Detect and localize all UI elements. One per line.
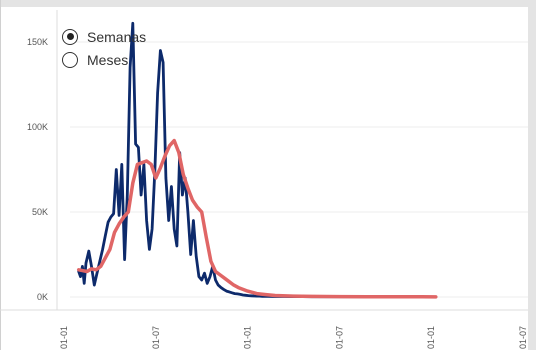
radio-semanas-label: Semanas [87,28,147,45]
series-layer [76,21,438,299]
series-line-average [76,138,438,299]
y-tick-labels: 0K 50K 100K 150K [27,37,48,302]
y-tick-label: 0K [37,292,48,302]
x-tick-label: 01-01 [426,326,436,349]
radio-dot-icon [66,33,74,40]
y-tick-label: 100K [27,122,48,132]
granularity-radio-group: Semanas Meses [62,25,146,71]
top-border-bar [0,0,536,7]
radio-semanas[interactable]: Semanas [62,25,146,48]
x-tick-label: 01-01 [243,326,253,349]
radio-selected-icon[interactable] [62,28,78,45]
y-tick-label: 50K [32,207,48,217]
x-tick-label: 01-07 [151,326,161,349]
y-tick-label: 150K [27,37,48,47]
x-tick-label: 01-07 [334,326,344,349]
radio-meses[interactable]: Meses [62,48,146,71]
radio-unselected-icon[interactable] [62,51,78,68]
x-tick-label: 01-01 [59,326,69,349]
right-border-bar [528,0,536,350]
radio-meses-label: Meses [87,51,129,68]
x-tick-label: 01-07 [518,326,528,349]
